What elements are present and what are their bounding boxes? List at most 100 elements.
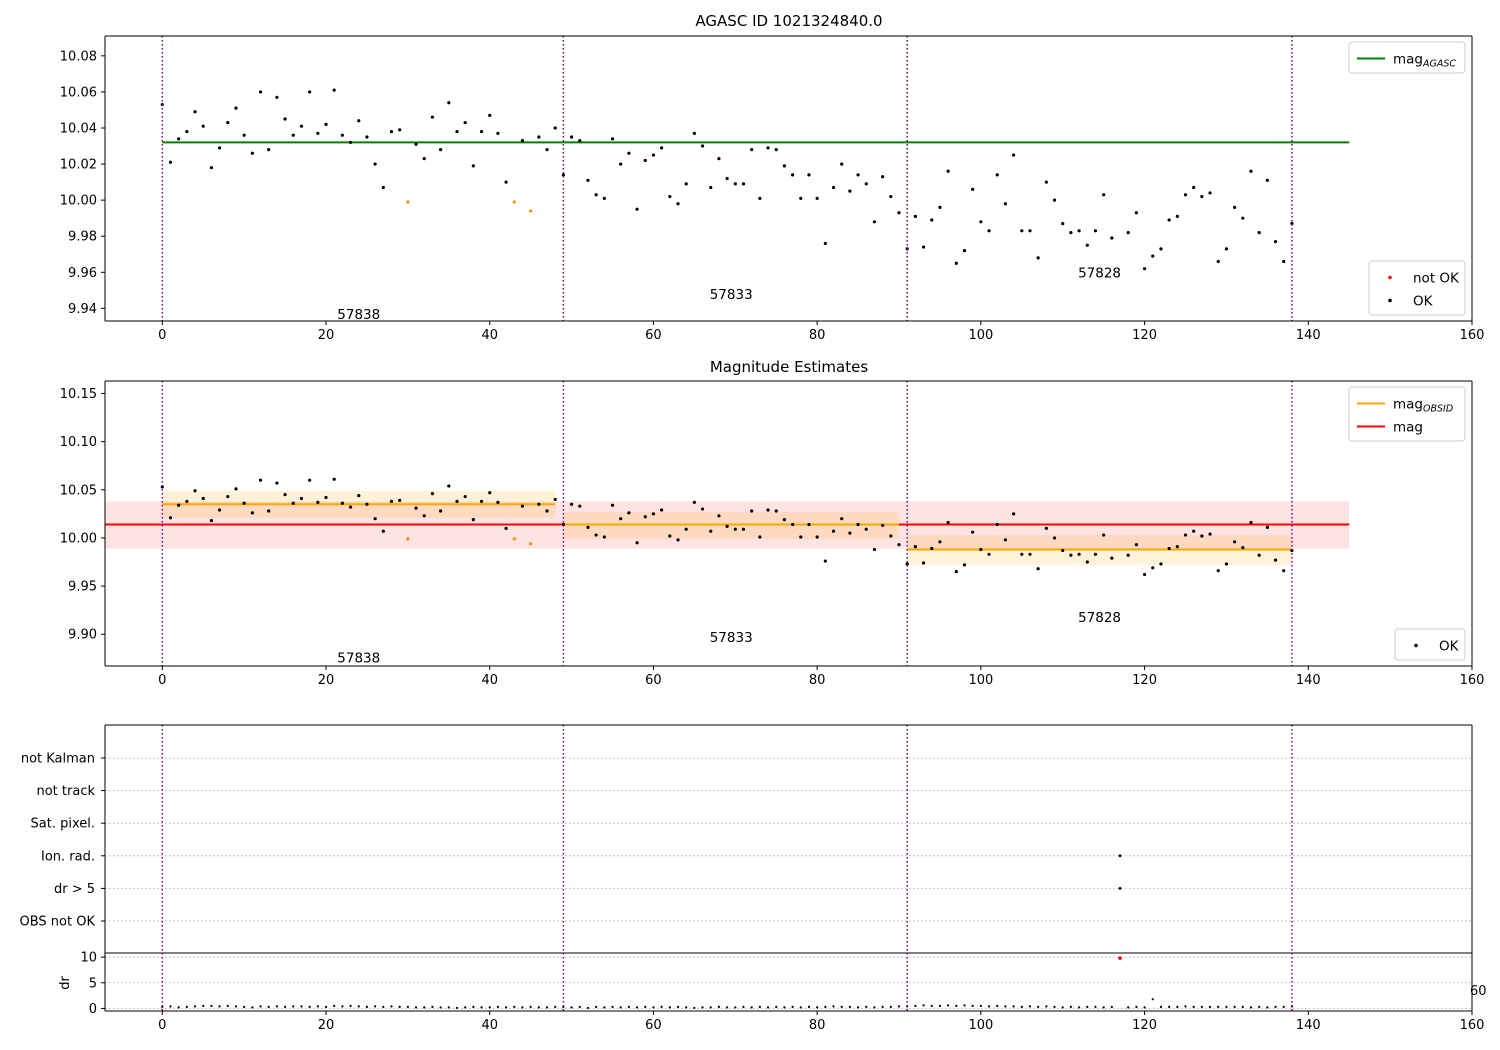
p2-point-s0-19 [316, 500, 320, 504]
p3-category-label-5: not Kalman [21, 752, 95, 767]
p1-ytick-label-1: 9.96 [68, 266, 97, 281]
p1-point-s0-47 [569, 135, 574, 139]
p1-point-s1-0 [406, 200, 410, 204]
p1-point-s0-52 [610, 137, 615, 141]
p1-point-s0-50 [594, 193, 598, 197]
p4-dr-point-24 [357, 1005, 360, 1008]
p4-ytick-label-0: 0 [89, 1002, 97, 1017]
p1-point-s0-3 [185, 130, 189, 134]
panel3-flags: OBS not OK dr > 5 Ion. rad. Sat. pixel. not … [20, 724, 1473, 953]
p2-point-s0-55 [635, 541, 639, 545]
p2-ytick-label-1: 9.95 [68, 580, 97, 595]
p2-point-s0-110 [1085, 560, 1089, 564]
p1-point-s0-60 [676, 202, 680, 206]
p4-dr-point-33 [431, 1005, 434, 1008]
p4-dr-point-100 [979, 1004, 982, 1007]
p1-ytick-label-3: 10.00 [60, 194, 97, 209]
p2-point-s0-113 [1110, 556, 1114, 560]
p4-dr-point-2 [177, 1006, 180, 1009]
p1-point-s0-107 [1061, 221, 1065, 226]
p2-ytick-label-0: 9.90 [68, 628, 97, 643]
p1-xtick-label-4: 80 [809, 328, 826, 343]
p2-point-s1-2 [529, 542, 533, 546]
p1-point-s0-44 [545, 148, 549, 152]
p4-dr-point-19 [316, 1005, 319, 1008]
p2-point-s0-120 [1175, 545, 1179, 549]
p4-dr-point-86 [865, 1005, 868, 1008]
p4-ylabel: dr [58, 976, 73, 990]
p1-point-s0-81 [848, 189, 852, 193]
p3-category-label-3: Sat. pixel. [31, 817, 95, 832]
p2-point-s0-27 [381, 529, 385, 533]
p1-point-s0-5 [201, 124, 205, 128]
p2-xtick-label-3: 60 [645, 673, 662, 688]
p1-ytick-label-4: 10.02 [60, 158, 97, 173]
panel2-magnitude-estimates: 57838 57833 57828 0 20 40 60 80 100 120 140 160 9.90… [60, 380, 1484, 688]
p1-point-s0-124 [1208, 191, 1212, 195]
p2-point-s0-40 [496, 500, 500, 504]
p4-dr-point-124 [1176, 1005, 1179, 1008]
p2-point-s0-70 [758, 535, 762, 539]
p2-point-s0-76 [807, 522, 811, 527]
p4-dr-point-34 [439, 1006, 442, 1009]
p2-point-s0-14 [275, 481, 279, 485]
p2-point-s0-63 [700, 507, 705, 511]
p2-point-s0-69 [750, 509, 754, 513]
p2-point-s0-61 [684, 527, 688, 531]
p4-dr-point-12 [259, 1005, 262, 1008]
p1-point-s0-51 [602, 196, 606, 200]
p1-legend1-legend-box [1368, 260, 1466, 316]
p1-point-s0-130 [1257, 231, 1261, 235]
p2-point-s0-106 [1052, 536, 1057, 540]
p4-dr-point-48 [554, 1005, 557, 1008]
p4-dr-point-123 [1168, 1005, 1171, 1008]
p1-point-s0-115 [1134, 211, 1138, 215]
p1-point-s0-15 [283, 117, 287, 121]
p1-point-s0-66 [725, 176, 729, 181]
p2-point-s0-129 [1249, 520, 1253, 525]
p1-point-s0-89 [913, 214, 917, 218]
p2-point-s0-57 [651, 512, 656, 516]
p4-xtick-label-5: 100 [968, 1018, 993, 1033]
p1-point-s0-36 [463, 120, 467, 125]
p1-legend1-legend-label-0: not OK [1413, 271, 1460, 287]
p1-ytick-label-2: 9.98 [68, 230, 97, 245]
p4-dr-point-78 [799, 1006, 802, 1009]
p2-point-s0-82 [856, 522, 860, 527]
p1-point-s0-46 [561, 173, 565, 177]
p4-dr-point-3 [185, 1005, 188, 1008]
p4-dr-point-6 [210, 1004, 213, 1007]
p4-dr-point-110 [1061, 1006, 1064, 1009]
p2-point-s0-112 [1102, 533, 1106, 537]
p4-dr-point-68 [717, 1005, 721, 1008]
p4-dr-point-4 [193, 1005, 197, 1008]
p2-point-s0-88 [905, 562, 909, 566]
p2-point-s0-84 [872, 547, 877, 552]
p2-obsid-label-2: 57828 [1078, 610, 1121, 626]
p4-dr-point-35 [447, 1006, 450, 1009]
p2-point-s0-10 [242, 501, 246, 505]
p2-point-s0-24 [357, 493, 361, 498]
p2-point-s0-28 [389, 499, 394, 503]
p4-dr-point-31 [414, 1006, 418, 1009]
p1-point-s0-73 [782, 164, 787, 168]
p2-point-s0-9 [234, 487, 238, 491]
p2-point-s0-81 [848, 531, 852, 535]
p2-xtick-label-5: 100 [968, 673, 993, 688]
p1-point-s0-24 [357, 119, 361, 123]
p1-point-s0-111 [1093, 229, 1098, 233]
p2-point-s0-51 [602, 535, 606, 539]
p2-point-s0-25 [365, 502, 369, 506]
p2-xtick-label-1: 20 [318, 673, 335, 688]
p4-dr-point-53 [595, 1005, 598, 1008]
p4-dr-notok-point-0 [1118, 956, 1122, 960]
p2-point-s0-73 [782, 518, 787, 522]
p2-point-s0-90 [921, 561, 926, 565]
p2-point-s0-5 [201, 496, 205, 501]
p2-point-s0-1 [168, 516, 173, 520]
p1-xtick-label-6: 120 [1132, 328, 1157, 343]
p4-dr-point-89 [889, 1005, 892, 1008]
p1-point-s0-90 [921, 245, 926, 249]
p2-point-s0-96 [971, 530, 975, 534]
